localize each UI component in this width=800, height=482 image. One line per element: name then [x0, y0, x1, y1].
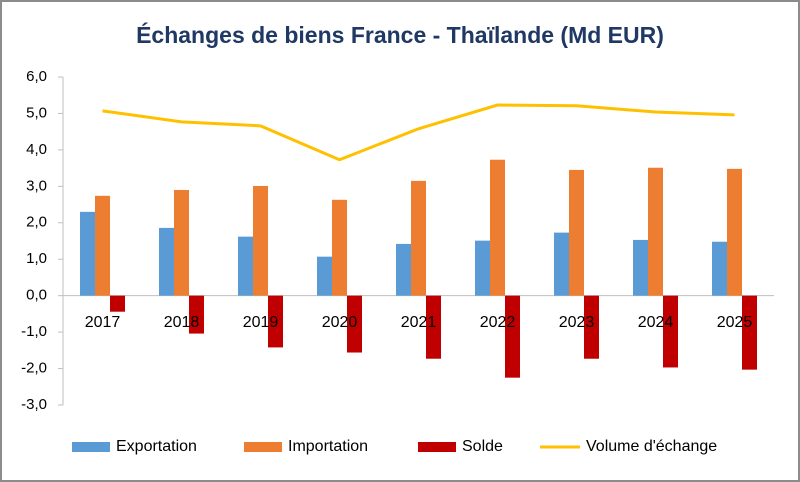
bar	[663, 295, 678, 368]
x-tick-label: 2017	[85, 314, 121, 331]
bar	[411, 180, 426, 296]
bar	[80, 211, 95, 296]
legend-label: Importation	[288, 438, 368, 455]
bar	[475, 240, 490, 296]
legend-swatch	[72, 442, 110, 452]
bar	[159, 227, 174, 296]
bar	[569, 169, 584, 296]
legend-label: Volume d'échange	[586, 438, 717, 455]
y-tick-label: -2,0	[21, 360, 47, 377]
chart-title: Échanges de biens France - Thaïlande (Md…	[136, 21, 664, 48]
bar	[396, 243, 411, 296]
bar	[347, 295, 362, 353]
bar	[268, 295, 283, 348]
y-tick-label: 5,0	[26, 104, 47, 121]
legend-label: Solde	[462, 438, 503, 455]
bar	[490, 159, 505, 296]
x-tick-label: 2025	[717, 314, 753, 331]
y-tick-label: -1,0	[21, 323, 47, 340]
x-tick-label: 2021	[401, 314, 437, 331]
legend-label: Exportation	[116, 438, 197, 455]
bar	[742, 295, 757, 370]
bar	[727, 168, 742, 296]
y-tick-label: 2,0	[26, 214, 47, 231]
bar	[110, 295, 125, 312]
bar	[189, 295, 204, 334]
x-tick-label: 2022	[480, 314, 516, 331]
bar	[253, 185, 268, 296]
bar	[174, 189, 189, 296]
bar	[648, 167, 663, 296]
x-tick-label: 2018	[164, 314, 200, 331]
x-tick-label: 2020	[322, 314, 358, 331]
bar	[317, 256, 332, 296]
y-tick-label: -3,0	[21, 396, 47, 413]
bar	[554, 232, 569, 296]
y-tick-label: 3,0	[26, 177, 47, 194]
y-tick-label: 6,0	[26, 68, 47, 85]
y-tick-label: 1,0	[26, 250, 47, 267]
bar	[238, 236, 253, 296]
y-tick-label: 0,0	[26, 287, 47, 304]
x-tick-label: 2023	[559, 314, 595, 331]
legend-swatch	[244, 442, 282, 452]
bar	[712, 241, 727, 296]
x-tick-label: 2019	[243, 314, 279, 331]
line	[102, 103, 735, 162]
legend-swatch	[418, 442, 456, 452]
x-tick-label: 2024	[638, 314, 674, 331]
bar	[95, 195, 110, 296]
bar	[505, 295, 520, 378]
bar	[584, 295, 599, 359]
bar	[633, 239, 648, 296]
bar	[332, 199, 347, 296]
bar	[426, 295, 441, 359]
y-tick-label: 4,0	[26, 141, 47, 158]
